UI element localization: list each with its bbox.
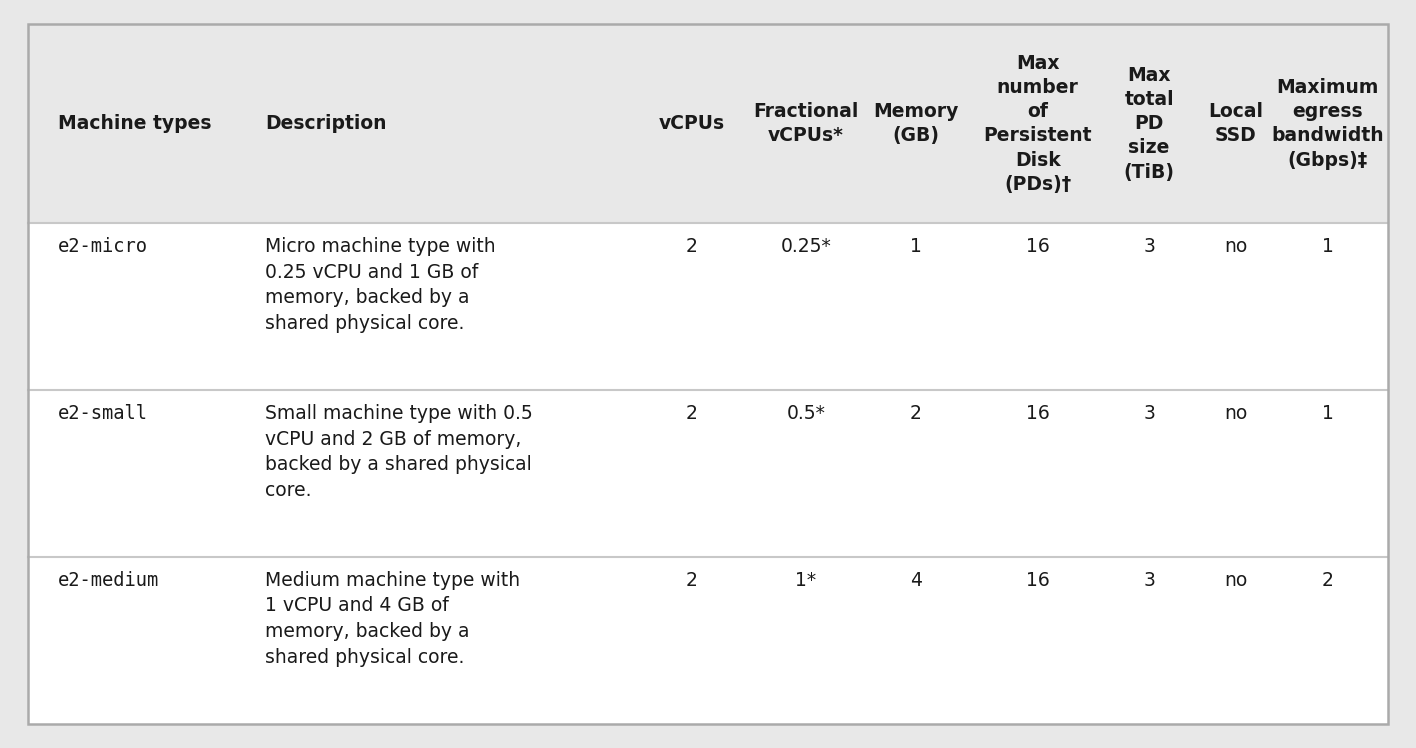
Bar [28,224,1388,390]
Text: Medium machine type with
1 vCPU and 4 GB of
memory, backed by a
shared physical : Medium machine type with 1 vCPU and 4 GB… [265,571,520,667]
Text: Small machine type with 0.5
vCPU and 2 GB of memory,
backed by a shared physical: Small machine type with 0.5 vCPU and 2 G… [265,404,532,500]
Text: no: no [1223,404,1247,423]
Text: 2: 2 [1323,571,1334,589]
Text: no: no [1223,237,1247,256]
Text: 0.5*: 0.5* [786,404,826,423]
Text: Maximum
egress
bandwidth
(Gbps)‡: Maximum egress bandwidth (Gbps)‡ [1272,78,1385,170]
Text: 3: 3 [1143,404,1155,423]
Text: Max
number
of
Persistent
Disk
(PDs)†: Max number of Persistent Disk (PDs)† [983,54,1092,194]
Text: 2: 2 [685,237,698,256]
Text: 0.25*: 0.25* [780,237,831,256]
Text: vCPUs: vCPUs [658,114,725,133]
Text: e2-micro: e2-micro [58,237,149,256]
Text: e2-medium: e2-medium [58,571,160,589]
Text: no: no [1223,571,1247,589]
Text: 16: 16 [1025,571,1049,589]
Text: 2: 2 [910,404,922,423]
Text: Description: Description [265,114,387,133]
Text: 16: 16 [1025,237,1049,256]
Text: Machine types: Machine types [58,114,212,133]
Text: 2: 2 [685,404,698,423]
Text: 3: 3 [1143,237,1155,256]
Text: Micro machine type with
0.25 vCPU and 1 GB of
memory, backed by a
shared physica: Micro machine type with 0.25 vCPU and 1 … [265,237,496,333]
Bar [28,390,1388,557]
Text: 1: 1 [1323,237,1334,256]
Text: Memory
(GB): Memory (GB) [874,102,959,145]
Text: 3: 3 [1143,571,1155,589]
Text: 16: 16 [1025,404,1049,423]
Text: 1: 1 [910,237,922,256]
Bar [28,557,1388,724]
Text: 2: 2 [685,571,698,589]
Text: Fractional
vCPUs*: Fractional vCPUs* [753,102,858,145]
Text: e2-small: e2-small [58,404,149,423]
Text: 1: 1 [1323,404,1334,423]
Text: 1*: 1* [796,571,817,589]
Text: Max
total
PD
size
(TiB): Max total PD size (TiB) [1124,66,1175,182]
Bar [28,24,1388,224]
Text: 4: 4 [910,571,922,589]
Text: Local
SSD: Local SSD [1208,102,1263,145]
